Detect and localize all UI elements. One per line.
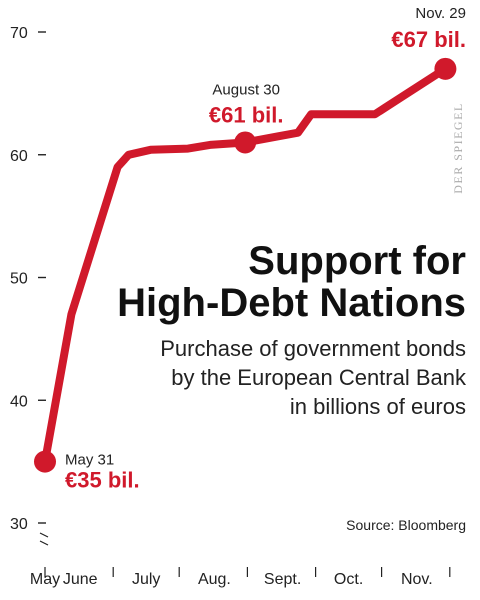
annotation-date-0: May 31 [65, 452, 114, 469]
chart-subtitle-line-1: Purchase of government bonds [160, 336, 466, 361]
x-tick-label-july: July [132, 571, 160, 588]
annotation-value-2: €67 bil. [391, 27, 466, 52]
axis-break-mark [39, 532, 49, 546]
chart-title-line-2: High-Debt Nations [117, 281, 466, 325]
annotations-group: May 31€35 bil. August 30 €61 bil. Nov. 29 €6… [34, 5, 466, 493]
x-tick-label-nov: Nov. [401, 571, 433, 588]
annotation-marker-0 [34, 450, 56, 473]
y-tick-label-30: 30 [10, 516, 28, 533]
annotation-marker-1 [234, 131, 257, 154]
annotation-date-1: August 30 [212, 81, 280, 98]
watermark: DER SPIEGEL [451, 102, 465, 194]
source-note: Source: Bloomberg [346, 517, 466, 533]
annotation-value-1: €61 bil. [209, 102, 284, 127]
y-tick-label-40: 40 [10, 393, 28, 410]
axes-group: 30 40 50 60 70 May June July Aug. Sept. Oct. Nov. [10, 25, 451, 588]
annotation-value-0: €35 bil. [65, 468, 140, 493]
chart-subtitle-line-2: by the European Central Bank [171, 365, 467, 390]
y-tick-label-50: 50 [10, 271, 28, 288]
x-tick-label-aug: Aug. [198, 571, 231, 588]
x-tick-label-oct: Oct. [334, 571, 363, 588]
x-tick-label-may: May [30, 571, 60, 588]
x-tick-label-june: June [63, 571, 98, 588]
annotation-date-2: Nov. 29 [415, 5, 466, 22]
x-tick-label-sept: Sept. [264, 571, 301, 588]
y-tick-label-60: 60 [10, 148, 28, 165]
y-tick-label-70: 70 [10, 25, 28, 42]
chart-title-line-1: Support for [248, 239, 466, 283]
chart-subtitle-line-3: in billions of euros [290, 394, 466, 419]
annotation-marker-2 [434, 57, 457, 80]
